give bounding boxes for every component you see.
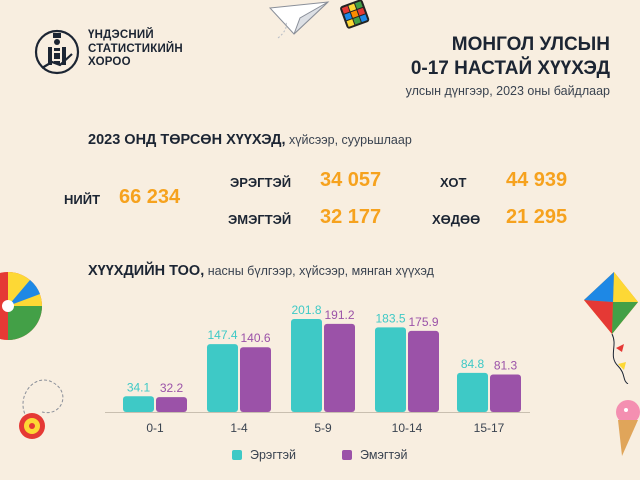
beach-ball-icon — [0, 272, 42, 340]
ice-cream-icon — [616, 400, 640, 456]
x-tick-1-4: 1-4 — [230, 421, 248, 435]
total-label: НИЙТ — [64, 192, 101, 207]
legend-male-label: Эрэгтэй — [250, 448, 296, 462]
label-male-0-1: 34.1 — [127, 380, 151, 394]
x-tick-0-1: 0-1 — [146, 421, 164, 435]
legend-female-swatch — [342, 450, 352, 460]
urban-value: 44 939 — [506, 169, 568, 191]
legend-male-swatch — [232, 450, 242, 460]
label-female-10-14: 175.9 — [408, 315, 438, 329]
legend-female: Эмэгтэй — [342, 448, 407, 462]
x-tick-10-14: 10-14 — [392, 421, 423, 435]
bar-female-10-14 — [408, 330, 439, 412]
org-name-line1: ҮНДЭСНИЙ — [88, 29, 154, 41]
chart-heading-note: насны бүлгээр, хүйсээр, мянган хүүхэд — [204, 264, 434, 278]
page-title: МОНГОЛ УЛСЫН 0-17 НАСТАЙ ХҮҮХЭД — [411, 33, 610, 81]
births-heading: 2023 ОНД ТӨРСӨН ХҮҮХЭД, хүйсээр, суурьшл… — [88, 131, 412, 148]
page-subtitle: улсын дүнгээр, 2023 оны байдлаар — [405, 84, 610, 98]
rural-label: ХӨДӨӨ — [432, 212, 481, 227]
legend-female-label: Эмэгтэй — [360, 448, 408, 462]
label-male-15-17: 84.8 — [461, 357, 485, 371]
bar-female-0-1 — [156, 397, 187, 412]
bar-female-15-17 — [490, 374, 521, 412]
rural-value: 21 295 — [506, 206, 568, 228]
x-tick-5-9: 5-9 — [314, 421, 332, 435]
chart-heading-title: ХҮҮХДИЙН ТОО, — [88, 263, 205, 279]
label-female-5-9: 191.2 — [324, 308, 354, 322]
page-title-line1: МОНГОЛ УЛСЫН — [451, 34, 610, 55]
bar-male-0-1 — [123, 396, 154, 412]
org-name-line3: ХОРОО — [88, 56, 131, 68]
births-heading-note: хүйсээр, суурьшлаар — [285, 133, 412, 147]
label-female-15-17: 81.3 — [494, 359, 518, 373]
male-label: ЭРЭГТЭЙ — [230, 175, 292, 190]
x-tick-15-17: 15-17 — [474, 421, 505, 435]
label-male-1-4: 147.4 — [207, 328, 237, 342]
female-label: ЭМЭГТЭЙ — [228, 212, 292, 227]
total-value: 66 234 — [119, 186, 181, 208]
paper-plane-icon — [268, 1, 330, 39]
label-male-10-14: 183.5 — [375, 311, 405, 325]
label-female-0-1: 32.2 — [160, 381, 184, 395]
urban-label: ХОТ — [440, 175, 467, 190]
rubik-cube-icon — [340, 0, 370, 29]
org-name: ҮНДЭСНИЙ СТАТИСТИКИЙН ХОРОО — [88, 29, 183, 70]
page-title-line2: 0-17 НАСТАЙ ХҮҮХЭД — [410, 58, 610, 79]
yoyo-icon — [19, 379, 64, 439]
chart-heading: ХҮҮХДИЙН ТОО, насны бүлгээр, хүйсээр, мя… — [88, 262, 434, 280]
label-male-5-9: 201.8 — [291, 303, 321, 317]
nso-logo — [34, 29, 80, 75]
bar-male-1-4 — [207, 344, 238, 412]
org-name-line2: СТАТИСТИКИЙН — [88, 42, 183, 55]
bar-female-1-4 — [240, 347, 271, 412]
female-value: 32 177 — [320, 206, 382, 228]
bar-male-10-14 — [375, 327, 406, 412]
bar-male-5-9 — [291, 319, 322, 412]
kite-icon — [584, 272, 638, 384]
births-heading-title: 2023 ОНД ТӨРСӨН ХҮҮХЭД, — [88, 132, 286, 148]
male-value: 34 057 — [320, 169, 382, 191]
bar-female-5-9 — [324, 323, 355, 412]
label-female-1-4: 140.6 — [240, 331, 270, 345]
bar-male-15-17 — [457, 372, 488, 412]
legend-male: Эрэгтэй — [232, 448, 296, 462]
